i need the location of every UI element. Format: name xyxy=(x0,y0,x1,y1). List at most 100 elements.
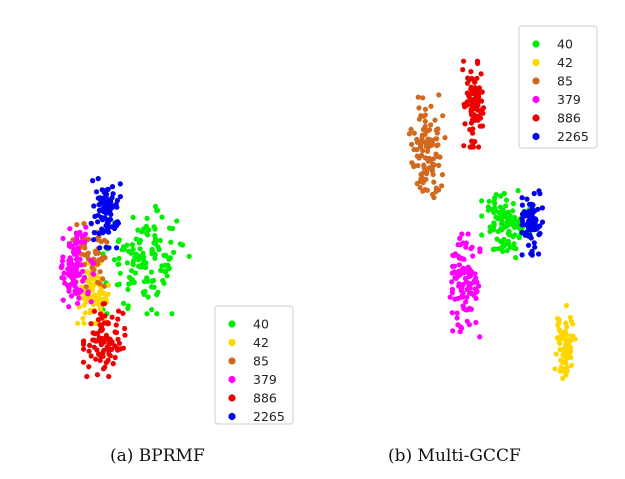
point-2265 xyxy=(531,240,537,246)
point-886 xyxy=(471,88,478,94)
point-379 xyxy=(65,266,71,272)
point-886 xyxy=(81,338,87,344)
point-2265 xyxy=(109,184,116,190)
point-85 xyxy=(91,267,97,273)
point-886 xyxy=(472,79,478,85)
point-40 xyxy=(504,248,510,254)
point-40 xyxy=(121,300,127,306)
point-40 xyxy=(502,241,508,248)
point-379 xyxy=(454,310,460,316)
point-40 xyxy=(490,246,496,252)
point-40 xyxy=(124,260,130,266)
point-886 xyxy=(97,352,103,358)
point-40 xyxy=(167,255,173,261)
point-886 xyxy=(467,127,473,133)
legend-label-40: 40 xyxy=(557,37,573,52)
point-40 xyxy=(496,246,502,252)
point-40 xyxy=(144,311,150,317)
point-886 xyxy=(478,98,485,104)
point-379 xyxy=(463,299,469,305)
point-2265 xyxy=(104,187,110,193)
point-379 xyxy=(463,240,469,246)
point-2265 xyxy=(519,229,525,236)
point-379 xyxy=(75,239,81,245)
point-40 xyxy=(132,270,139,276)
point-2265 xyxy=(525,213,531,219)
point-2265 xyxy=(115,220,121,226)
point-886 xyxy=(90,337,96,343)
point-886 xyxy=(466,77,472,83)
point-42 xyxy=(564,324,570,330)
point-40 xyxy=(511,241,517,247)
scatter-panel-bprmf: 40 42 85 379 886 2265 xyxy=(58,176,294,425)
point-40 xyxy=(133,236,139,242)
point-886 xyxy=(101,347,107,353)
point-42 xyxy=(568,362,575,368)
point-2265 xyxy=(537,191,543,197)
point-379 xyxy=(470,253,476,259)
point-40 xyxy=(163,268,169,274)
point-42 xyxy=(85,270,91,276)
point-379 xyxy=(75,245,81,251)
point-2265 xyxy=(91,237,97,243)
point-40 xyxy=(135,227,141,233)
point-2265 xyxy=(88,220,94,226)
point-2265 xyxy=(105,226,111,232)
point-379 xyxy=(88,299,94,305)
point-85 xyxy=(440,113,446,119)
point-886 xyxy=(91,308,97,314)
point-40 xyxy=(510,220,516,226)
point-379 xyxy=(66,272,72,278)
point-379 xyxy=(91,271,97,277)
point-42 xyxy=(84,296,91,302)
point-2265 xyxy=(99,226,105,232)
point-85 xyxy=(434,153,441,160)
caption-bprmf: (a) BPRMF xyxy=(110,446,205,466)
point-85 xyxy=(420,95,426,101)
point-2265 xyxy=(106,245,112,251)
point-379 xyxy=(60,235,66,242)
point-379 xyxy=(449,279,455,285)
point-379 xyxy=(66,304,72,310)
point-2265 xyxy=(90,178,96,184)
point-40 xyxy=(510,208,516,214)
legend-marker-379 xyxy=(228,375,236,384)
point-886 xyxy=(113,322,119,328)
point-886 xyxy=(114,345,120,351)
point-42 xyxy=(564,353,571,359)
point-85 xyxy=(419,132,426,138)
point-40 xyxy=(142,261,148,267)
point-379 xyxy=(61,270,67,276)
point-886 xyxy=(84,373,90,380)
point-42 xyxy=(557,340,563,347)
point-40 xyxy=(129,268,135,274)
point-40 xyxy=(154,207,161,214)
point-379 xyxy=(459,325,465,331)
point-42 xyxy=(554,335,561,341)
point-379 xyxy=(73,249,79,255)
point-379 xyxy=(460,303,466,309)
legend-label-42: 42 xyxy=(253,335,269,350)
point-886 xyxy=(476,85,482,91)
point-886 xyxy=(477,89,483,95)
point-85 xyxy=(95,250,102,256)
point-40 xyxy=(485,207,491,213)
point-886 xyxy=(100,366,107,372)
point-40 xyxy=(154,311,160,317)
point-40 xyxy=(115,238,121,244)
point-40 xyxy=(171,249,177,255)
point-886 xyxy=(461,58,467,64)
legend-marker-40 xyxy=(228,320,236,328)
point-85 xyxy=(431,194,437,201)
point-379 xyxy=(476,283,482,289)
point-886 xyxy=(480,106,486,112)
legend-label-85: 85 xyxy=(557,74,573,89)
point-40 xyxy=(140,250,146,256)
point-42 xyxy=(568,333,574,339)
legend-label-2265: 2265 xyxy=(557,129,589,144)
point-2265 xyxy=(91,230,97,236)
point-40 xyxy=(498,216,505,222)
point-42 xyxy=(554,316,561,322)
point-40 xyxy=(479,213,485,219)
